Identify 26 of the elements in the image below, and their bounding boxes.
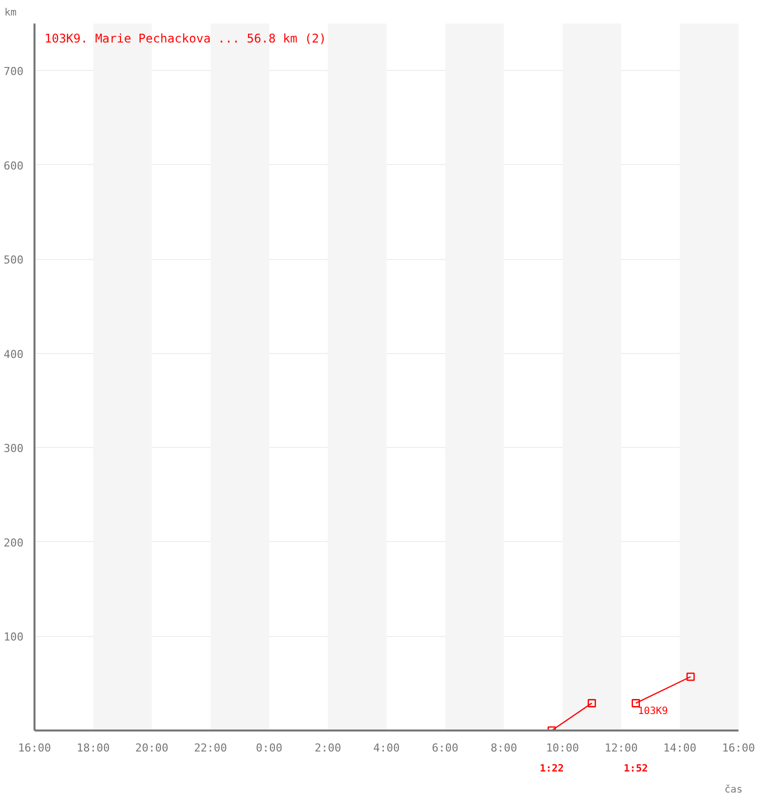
- text: 1:22: [540, 764, 564, 774]
- y-tick-label: 400: [4, 348, 24, 361]
- x-tick-label: 8:00: [490, 742, 518, 754]
- x-tick-label: 14:00: [663, 742, 696, 754]
- y-tick-label: 500: [4, 254, 24, 267]
- y-tick-label: 300: [4, 442, 24, 456]
- x-tick-label: 18:00: [76, 742, 110, 754]
- x-tick-label: 16:00: [18, 742, 52, 754]
- y-tick-label: 600: [4, 159, 24, 172]
- x-tick-label: 6:00: [432, 742, 458, 754]
- x-tick-label: 0:00: [256, 742, 282, 754]
- text: 1:52: [624, 764, 648, 774]
- x-axis-title: čas: [724, 784, 742, 796]
- annotation: 103K9: [638, 706, 668, 718]
- x-tick-label: 16:00: [722, 742, 756, 754]
- text: 103K9. Marie Pechackova ... 56.8 km (2): [44, 32, 326, 46]
- y-axis-title: km: [4, 8, 17, 18]
- y-tick-label: 100: [4, 630, 24, 644]
- x-tick-label: 22:00: [194, 742, 228, 754]
- x-tick-label: 10:00: [546, 742, 580, 754]
- y-tick-label: 200: [4, 536, 24, 550]
- x-tick-label: 20:00: [135, 742, 168, 754]
- x-tick-label: 12:00: [604, 742, 638, 754]
- x-tick-label: 4:00: [373, 742, 400, 754]
- x-tick-label: 2:00: [314, 742, 342, 754]
- y-tick-label: 700: [4, 65, 24, 78]
